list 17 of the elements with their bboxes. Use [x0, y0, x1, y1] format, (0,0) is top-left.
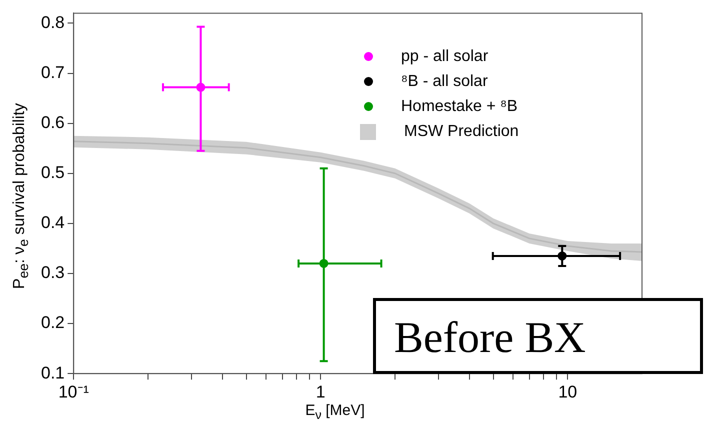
legend-label: ⁸B - all solar	[401, 72, 488, 90]
y-tick-label: 0.8	[40, 12, 65, 32]
y-tick-label: 0.3	[40, 263, 65, 282]
y-tick-label: 0.6	[40, 113, 65, 132]
annotation: Before BX	[373, 298, 703, 374]
legend-label: Homestake + ⁸B	[401, 98, 518, 116]
y-tick-label: 0.1	[40, 363, 65, 382]
x-tick-label: 10⁻¹	[58, 382, 90, 402]
x-axis-title: E$_{ν}$ [MeV]	[304, 402, 366, 422]
x-tick-label: 10	[558, 382, 578, 402]
y-tick-label: 0.5	[40, 163, 65, 182]
legend-label: pp - all solar	[401, 48, 488, 66]
y-tick-label: 0.4	[40, 213, 65, 232]
legend-label: MSW Prediction	[404, 122, 519, 140]
y-tick-label: 0.2	[40, 313, 65, 332]
x-tick-label: 1	[316, 382, 326, 402]
y-tick-label: 0.7	[40, 62, 65, 82]
